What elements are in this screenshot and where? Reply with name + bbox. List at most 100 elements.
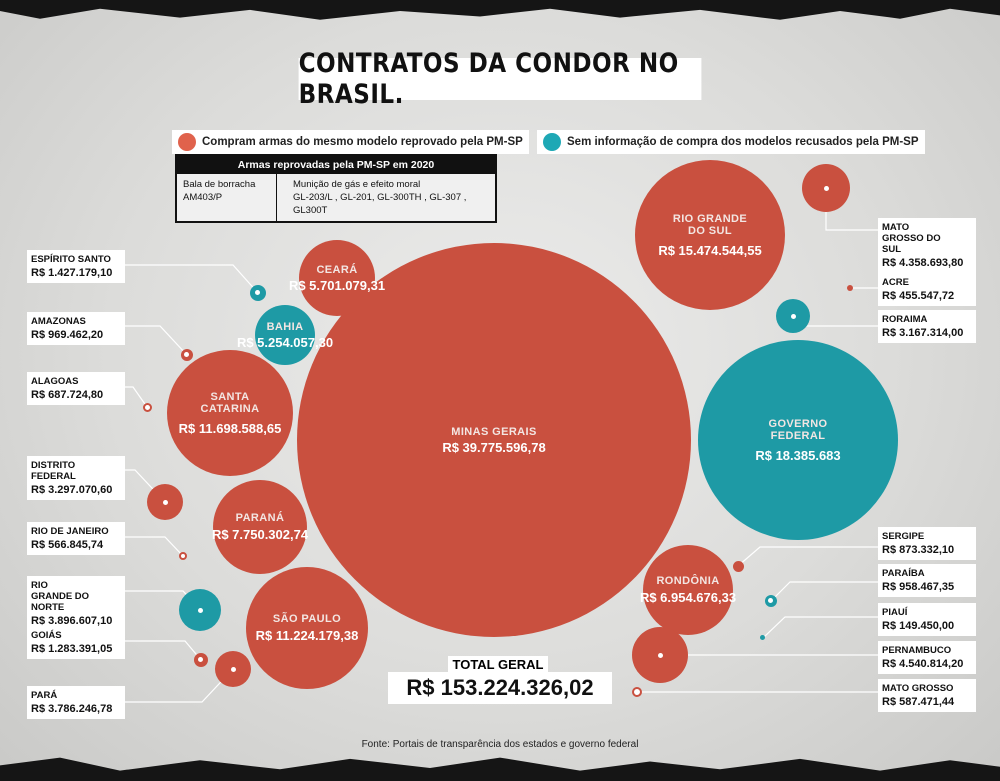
bubble-paraiba xyxy=(765,595,777,607)
bubble-name: CEARÁ xyxy=(316,263,358,276)
pin-icon xyxy=(163,500,168,505)
bubble-value: R$ 11.698.588,65 xyxy=(178,420,282,436)
label-value: R$ 969.462,20 xyxy=(31,329,104,341)
table-cell: Munição de gás e efeito moral GL-203/L , … xyxy=(277,174,495,221)
bubble-mato-grosso-do-sul xyxy=(802,164,850,212)
label-value: R$ 3.786.246,78 xyxy=(31,703,113,715)
label-piaui: PIAUÍ R$ 149.450,00 xyxy=(878,603,976,636)
bubble-distrito-federal xyxy=(147,484,183,520)
leader-line xyxy=(125,640,202,661)
cell-title: Bala de borracha xyxy=(183,179,256,190)
label-value: R$ 3.297.070,60 xyxy=(31,484,113,496)
label-paraiba: PARAÍBA R$ 958.467,35 xyxy=(878,564,976,597)
pin-icon xyxy=(231,667,236,672)
source-note: Fonte: Portais de transparência dos esta… xyxy=(361,739,639,750)
label-value: R$ 958.467,35 xyxy=(882,581,955,593)
bubble-bahia: BAHIA R$ 5.254.057,30 xyxy=(237,305,333,365)
legend-item-red: Compram armas do mesmo modelo reprovado … xyxy=(172,130,529,154)
label-sergipe: SERGIPE R$ 873.332,10 xyxy=(878,527,976,560)
cell-value: AM403/P xyxy=(183,192,223,203)
bubble-name: PARANÁ xyxy=(235,512,285,524)
bubble-santa-catarina: SANTA CATARINA R$ 11.698.588,65 xyxy=(167,350,293,476)
label-value: R$ 873.332,10 xyxy=(882,544,955,556)
label-name: MATO GROSSO DO SUL xyxy=(882,222,941,255)
leader-line xyxy=(125,536,184,557)
label-name: GOIÁS xyxy=(31,630,62,641)
label-name: RIO DE JANEIRO xyxy=(31,526,109,537)
pin-icon xyxy=(184,352,189,357)
pin-icon xyxy=(824,186,829,191)
leader-line xyxy=(125,325,188,356)
cell-value: GL-203/L , GL-201, GL-300TH , GL-307 , G… xyxy=(293,192,467,216)
label-value: R$ 455.547,72 xyxy=(882,290,955,302)
label-name: PERNAMBUCO xyxy=(882,645,952,656)
legend-label: Compram armas do mesmo modelo reprovado … xyxy=(202,136,523,148)
bubble-rondonia: RONDÔNIA R$ 6.954.676,33 xyxy=(639,545,737,635)
label-alagoas: ALAGOAS R$ 687.724,80 xyxy=(27,372,125,405)
legend-label: Sem informação de compra dos modelos rec… xyxy=(567,136,919,148)
label-name: ACRE xyxy=(882,277,909,288)
bubble-minas-gerais: MINAS GERAIS R$ 39.775.596,78 xyxy=(297,243,691,637)
table-cell: Bala de borracha AM403/P xyxy=(177,174,277,221)
label-para: PARÁ R$ 3.786.246,78 xyxy=(27,686,125,719)
label-name: ESPÍRITO SANTO xyxy=(31,254,111,265)
leader-line xyxy=(125,264,259,294)
bubble-value: R$ 39.775.596,78 xyxy=(442,439,546,455)
label-value: R$ 587.471,44 xyxy=(882,696,955,708)
label-name: ALAGOAS xyxy=(31,376,79,387)
table-row: Bala de borracha AM403/P Munição de gás e… xyxy=(177,174,495,221)
label-amazonas: AMAZONAS R$ 969.462,20 xyxy=(27,312,125,345)
bubble-value: R$ 7.750.302,74 xyxy=(211,527,309,542)
label-name: RORAIMA xyxy=(882,314,928,325)
pin-icon xyxy=(658,653,663,658)
label-name: PIAUÍ xyxy=(882,607,908,618)
label-pernambuco: PERNAMBUCO R$ 4.540.814,20 xyxy=(878,641,976,674)
bubble-alagoas xyxy=(143,403,152,412)
label-name: PARAÍBA xyxy=(882,568,925,579)
label-name: DISTRITO FEDERAL xyxy=(31,460,76,482)
pin-icon xyxy=(791,314,796,319)
label-value: R$ 566.845,74 xyxy=(31,539,104,551)
label-value: R$ 3.167.314,00 xyxy=(882,327,964,339)
label-name: AMAZONAS xyxy=(31,316,86,327)
bubble-name: MINAS GERAIS xyxy=(451,425,537,438)
leader-line xyxy=(770,581,878,602)
bubble-ceara: CEARÁ R$ 5.701.079,31 xyxy=(289,240,385,316)
bubble-name: RONDÔNIA xyxy=(656,575,720,587)
page-title: CONTRATOS DA CONDOR NO BRASIL. xyxy=(298,48,702,110)
bubble-espirito-santo xyxy=(250,285,266,301)
bubble-sao-paulo: SÃO PAULO R$ 11.224.179,38 xyxy=(246,567,368,689)
label-value: R$ 4.358.693,80 xyxy=(882,257,964,269)
bubble-value: R$ 15.474.544,55 xyxy=(658,242,762,258)
label-rio-grande-do-norte: RIO GRANDE DO NORTE R$ 3.896.607,10 xyxy=(27,576,125,631)
bubble-value: R$ 18.385.683 xyxy=(755,447,841,463)
label-mato-grosso: MATO GROSSO R$ 587.471,44 xyxy=(878,679,976,712)
bubble-sergipe xyxy=(733,561,744,572)
label-name: SERGIPE xyxy=(882,531,925,542)
label-value: R$ 1.427.179,10 xyxy=(31,267,113,279)
bubble-parana: PARANÁ R$ 7.750.302,74 xyxy=(211,480,309,574)
pin-icon xyxy=(198,657,203,662)
legend-item-teal: Sem informação de compra dos modelos rec… xyxy=(537,130,925,154)
bubble-name: GOVERNO FEDERAL xyxy=(768,417,828,442)
bubble-mato-grosso xyxy=(632,687,642,697)
label-rio-de-janeiro: RIO DE JANEIRO R$ 566.845,74 xyxy=(27,522,125,555)
leader-line xyxy=(737,546,878,567)
bubble-rio-de-janeiro xyxy=(179,552,187,560)
bubble-value: R$ 6.954.676,33 xyxy=(639,590,737,605)
bubble-value: R$ 5.254.057,30 xyxy=(236,334,334,350)
label-distrito-federal: DISTRITO FEDERAL R$ 3.297.070,60 xyxy=(27,456,125,500)
red-circle-icon xyxy=(178,133,196,151)
bubble-pernambuco xyxy=(632,627,688,683)
label-name: RIO GRANDE DO NORTE xyxy=(31,580,90,613)
bubble-governo-federal: GOVERNO FEDERAL R$ 18.385.683 xyxy=(698,340,898,540)
bubble-piaui xyxy=(760,635,765,640)
bubble-rio-grande-do-sul: RIO GRANDE DO SUL R$ 15.474.544,55 xyxy=(635,160,785,310)
label-espirito-santo: ESPÍRITO SANTO R$ 1.427.179,10 xyxy=(27,250,125,283)
label-value: R$ 3.896.607,10 xyxy=(31,615,113,627)
bubble-value: R$ 5.701.079,31 xyxy=(288,277,386,293)
pin-icon xyxy=(768,598,773,603)
bubble-para xyxy=(215,651,251,687)
bubble-roraima xyxy=(776,299,810,333)
